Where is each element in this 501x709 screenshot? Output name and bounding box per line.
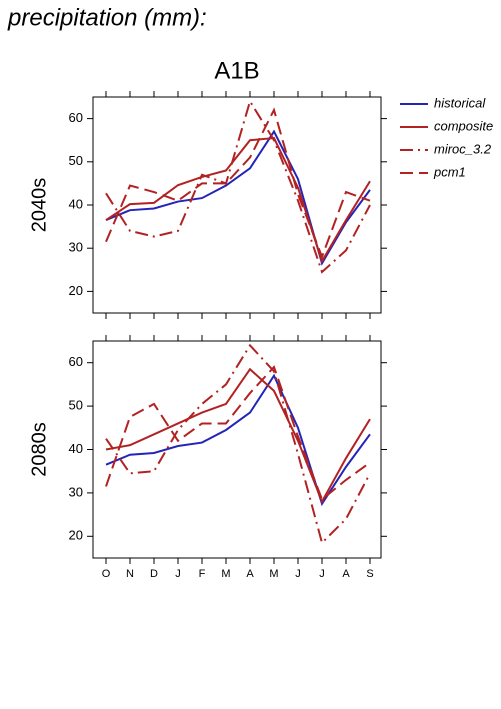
y-tick-label: 20: [69, 528, 83, 543]
y-tick-label: 60: [69, 110, 83, 125]
y-tick-label: 30: [69, 484, 83, 499]
x-tick-label: S: [366, 568, 373, 580]
y-tick-label: 50: [69, 398, 83, 413]
y-tick-label: 60: [69, 354, 83, 369]
y-axis-label: 2080s: [28, 422, 50, 477]
chart-title: A1B: [214, 57, 259, 84]
x-tick-label: O: [102, 568, 111, 580]
y-tick-label: 50: [69, 153, 83, 168]
series-line: [105, 343, 371, 545]
x-tick-label: A: [342, 568, 350, 580]
x-tick-label: M: [269, 568, 278, 580]
y-tick-label: 20: [69, 283, 83, 298]
series-line: [105, 98, 371, 274]
x-tick-label: J: [175, 568, 181, 580]
x-tick-label: D: [150, 568, 158, 580]
series-line: [105, 107, 371, 260]
legend-label: composite: [434, 118, 493, 133]
series-line: [105, 129, 371, 266]
y-axis-label: 2040s: [28, 178, 50, 233]
series-line: [105, 373, 371, 507]
series-line: [105, 136, 371, 264]
y-tick-label: 40: [69, 441, 83, 456]
series-line: [105, 367, 371, 504]
plot-frame: [92, 340, 382, 559]
x-tick-label: M: [221, 568, 230, 580]
x-tick-label: J: [319, 568, 325, 580]
series-line: [105, 365, 371, 502]
x-tick-label: A: [246, 568, 254, 580]
page-title: precipitation (mm):: [7, 4, 207, 31]
y-tick-label: 40: [69, 196, 83, 211]
x-tick-label: F: [199, 568, 206, 580]
x-tick-label: N: [126, 568, 134, 580]
legend-label: pcm1: [433, 164, 466, 179]
plot-frame: [92, 96, 382, 314]
legend-label: miroc_3.2: [434, 141, 492, 156]
legend-label: historical: [434, 95, 486, 110]
y-tick-label: 30: [69, 240, 83, 255]
x-tick-label: J: [295, 568, 301, 580]
